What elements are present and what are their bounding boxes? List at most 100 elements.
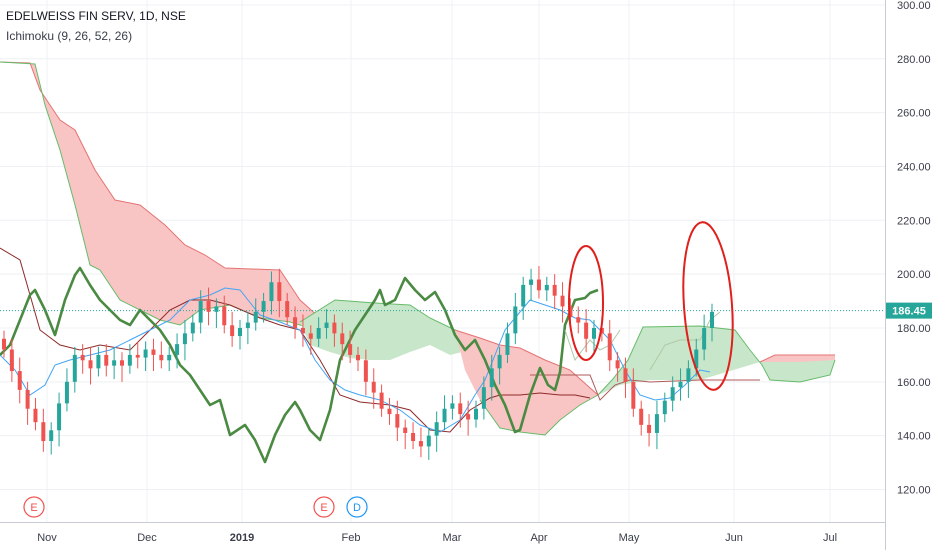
indicator-legend: Ichimoku (9, 26, 52, 26) (6, 29, 133, 43)
candle-body (293, 317, 298, 328)
candle-body (442, 408, 447, 423)
candle-body (544, 284, 549, 291)
candle-body (426, 435, 431, 447)
candle-body (112, 360, 117, 366)
span-b-red2 (454, 329, 599, 396)
highlight-ellipse-apr (568, 245, 604, 361)
y-tick-label: 260.00 (897, 108, 931, 120)
candle-body (678, 381, 683, 388)
candle-body (324, 322, 329, 328)
candle-body (576, 317, 581, 323)
candle-body (474, 408, 478, 420)
candle-body (41, 422, 46, 442)
candlestick-series (2, 266, 714, 460)
ichimoku-cloud (0, 61, 836, 436)
highlight-ellipse-may (682, 221, 734, 391)
earnings-marker[interactable] (23, 496, 45, 518)
candle-body (49, 430, 54, 442)
candle-body (411, 432, 416, 442)
y-tick-label: 160.00 (897, 377, 931, 389)
candle-body (214, 306, 219, 312)
event-marker-label: E (30, 502, 37, 514)
candle-body (348, 344, 353, 355)
ichimoku-lines: 186.45 (0, 247, 932, 464)
y-tick-label: 220.00 (897, 215, 931, 227)
candle-body (277, 282, 282, 302)
candle-body (647, 424, 652, 433)
candle-body (694, 349, 699, 369)
candle-body (560, 295, 565, 307)
y-tick-label: 120.00 (897, 485, 931, 497)
candle-body (662, 400, 667, 415)
dividend-marker[interactable] (346, 496, 368, 518)
candle-body (458, 403, 463, 415)
candle-body (285, 301, 290, 318)
y-tick-label: 300.00 (897, 0, 931, 12)
last-price-label: 186.45 (892, 306, 926, 318)
candle-body (395, 414, 400, 428)
candle-body (513, 306, 518, 334)
candle-body (120, 360, 124, 366)
y-tick-label: 240.00 (897, 161, 931, 173)
candle-body (403, 427, 408, 433)
candle-body (631, 381, 636, 409)
candle-body (552, 284, 557, 296)
candle-body (623, 368, 628, 382)
span-b-end (759, 354, 835, 363)
candle-body (127, 354, 132, 366)
candle-body (607, 333, 612, 361)
candle-body (481, 387, 486, 409)
event-marker-label: E (320, 502, 327, 514)
candle-body (300, 327, 305, 334)
candle-body (33, 408, 38, 423)
x-tick-label: Nov (37, 532, 57, 544)
y-tick-label: 200.00 (897, 269, 931, 281)
candle-body (387, 408, 392, 415)
candle-body (592, 327, 596, 339)
senkou-span-b (0, 61, 336, 336)
x-tick-label: May (619, 532, 640, 544)
candle-body (371, 381, 376, 393)
candle-body (670, 387, 675, 401)
x-tick-label: Dec (137, 532, 157, 544)
x-tick-label: Feb (342, 532, 361, 544)
candle-body (316, 327, 321, 339)
candle-body (639, 408, 644, 425)
candle-body (190, 322, 195, 334)
earnings-marker[interactable] (313, 496, 335, 518)
candle-body (25, 389, 30, 409)
y-tick-label: 180.00 (897, 323, 931, 335)
candle-body (72, 354, 77, 382)
candle-body (96, 354, 101, 369)
candle-body (269, 282, 274, 302)
candle-body (356, 354, 360, 361)
candle-body (222, 306, 227, 326)
candle-body (143, 349, 148, 358)
y-tick-label: 140.00 (897, 431, 931, 443)
cloud-bullish-2 (598, 326, 835, 395)
candle-body (261, 301, 266, 312)
candle-body (88, 360, 93, 369)
candle-body (167, 354, 172, 361)
x-tick-label: Apr (530, 532, 547, 544)
x-tick-label: Jul (823, 532, 837, 544)
candle-body (568, 306, 573, 318)
candle-body (135, 354, 140, 358)
candle-body (159, 354, 164, 361)
candle-body (702, 327, 707, 350)
candle-body (104, 354, 109, 366)
candle-body (710, 311, 714, 328)
candle-body (64, 381, 69, 404)
candle-body (686, 368, 691, 382)
candle-body (57, 403, 62, 431)
candle-body (253, 311, 258, 323)
candle-body (434, 422, 439, 436)
span-a-red2 (479, 394, 599, 436)
cloud-bullish-1 (300, 300, 480, 360)
candle-body (198, 301, 203, 323)
candle-body (529, 279, 534, 285)
chikou-span (0, 266, 599, 464)
